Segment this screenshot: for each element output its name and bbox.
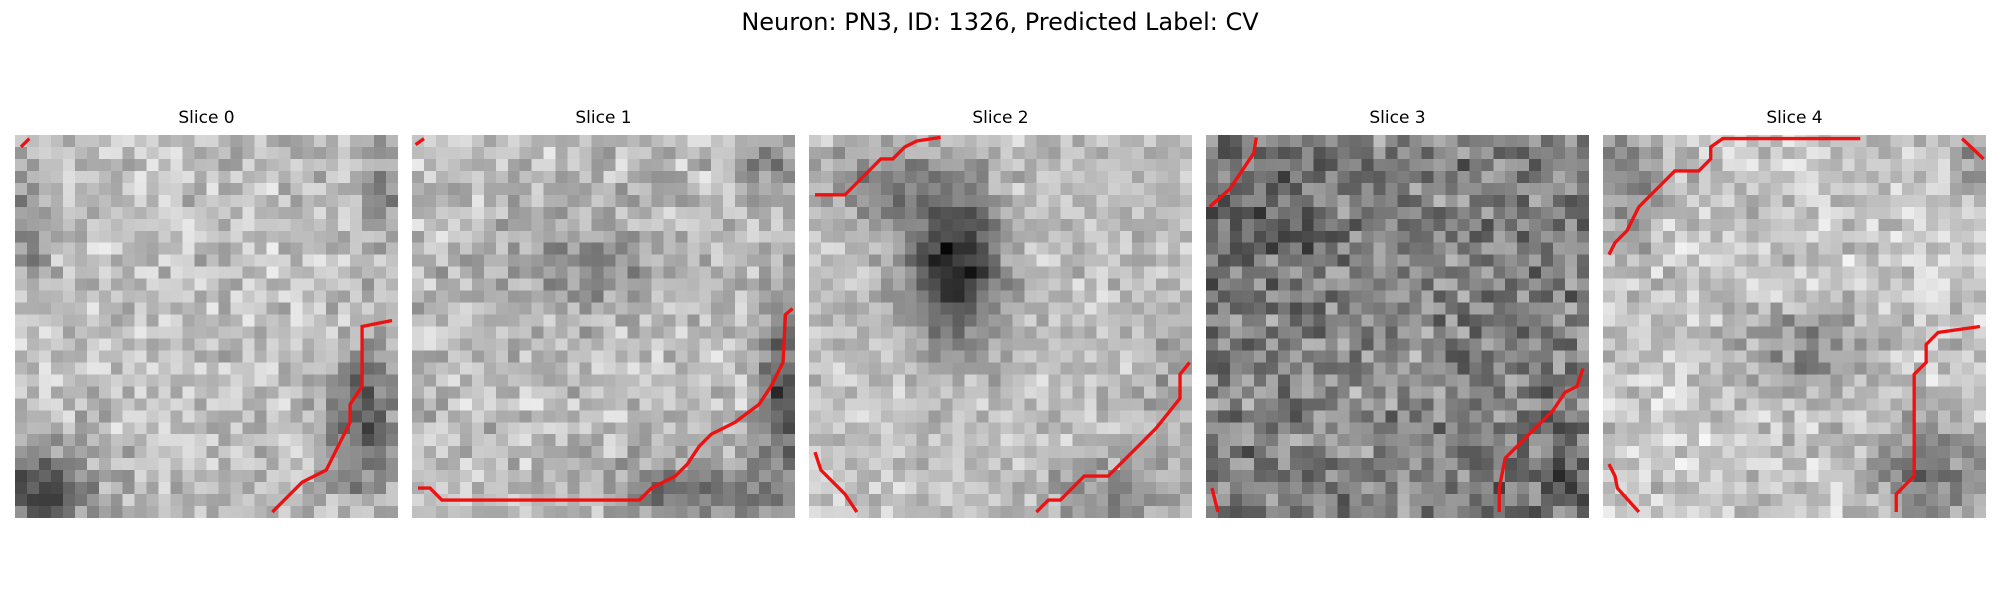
contour-line (271, 318, 393, 514)
slice-panel: Slice 3 (1206, 108, 1589, 524)
pixel-grid (1603, 135, 1986, 518)
slice-title: Slice 3 (1369, 108, 1426, 128)
slice-title: Slice 2 (972, 108, 1029, 128)
slice-image (412, 135, 795, 518)
slice-title: Slice 0 (178, 108, 235, 128)
slice-panel: Slice 4 (1603, 108, 1986, 524)
contour-line (813, 451, 859, 513)
figure-title: Neuron: PN3, ID: 1326, Predicted Label: … (741, 8, 1259, 36)
slice-image (15, 135, 398, 518)
contour-line (1960, 137, 1985, 161)
contour-line (19, 137, 31, 149)
slice-title: Slice 1 (575, 108, 632, 128)
pixel-grid (1206, 135, 1589, 518)
contour-line (1497, 367, 1585, 513)
contour-line (1607, 463, 1641, 514)
pixel-grid (15, 135, 398, 518)
contour-line (414, 137, 425, 146)
contour-line (1607, 136, 1861, 256)
slice-image (809, 135, 1192, 518)
slice-panel: Slice 0 (15, 108, 398, 524)
contour-line (1208, 137, 1258, 209)
slice-panel: Slice 1 (412, 108, 795, 524)
contour-line (1035, 361, 1191, 514)
contour-line (814, 135, 941, 197)
pixel-grid (412, 135, 795, 518)
contour-line (417, 307, 794, 502)
pixel-grid (809, 135, 1192, 518)
slice-title: Slice 4 (1766, 108, 1823, 128)
slice-panel: Slice 2 (809, 108, 1192, 524)
slice-image (1206, 135, 1589, 518)
contour-line (1894, 324, 1981, 513)
contour-line (1210, 487, 1220, 513)
slice-image (1603, 135, 1986, 518)
